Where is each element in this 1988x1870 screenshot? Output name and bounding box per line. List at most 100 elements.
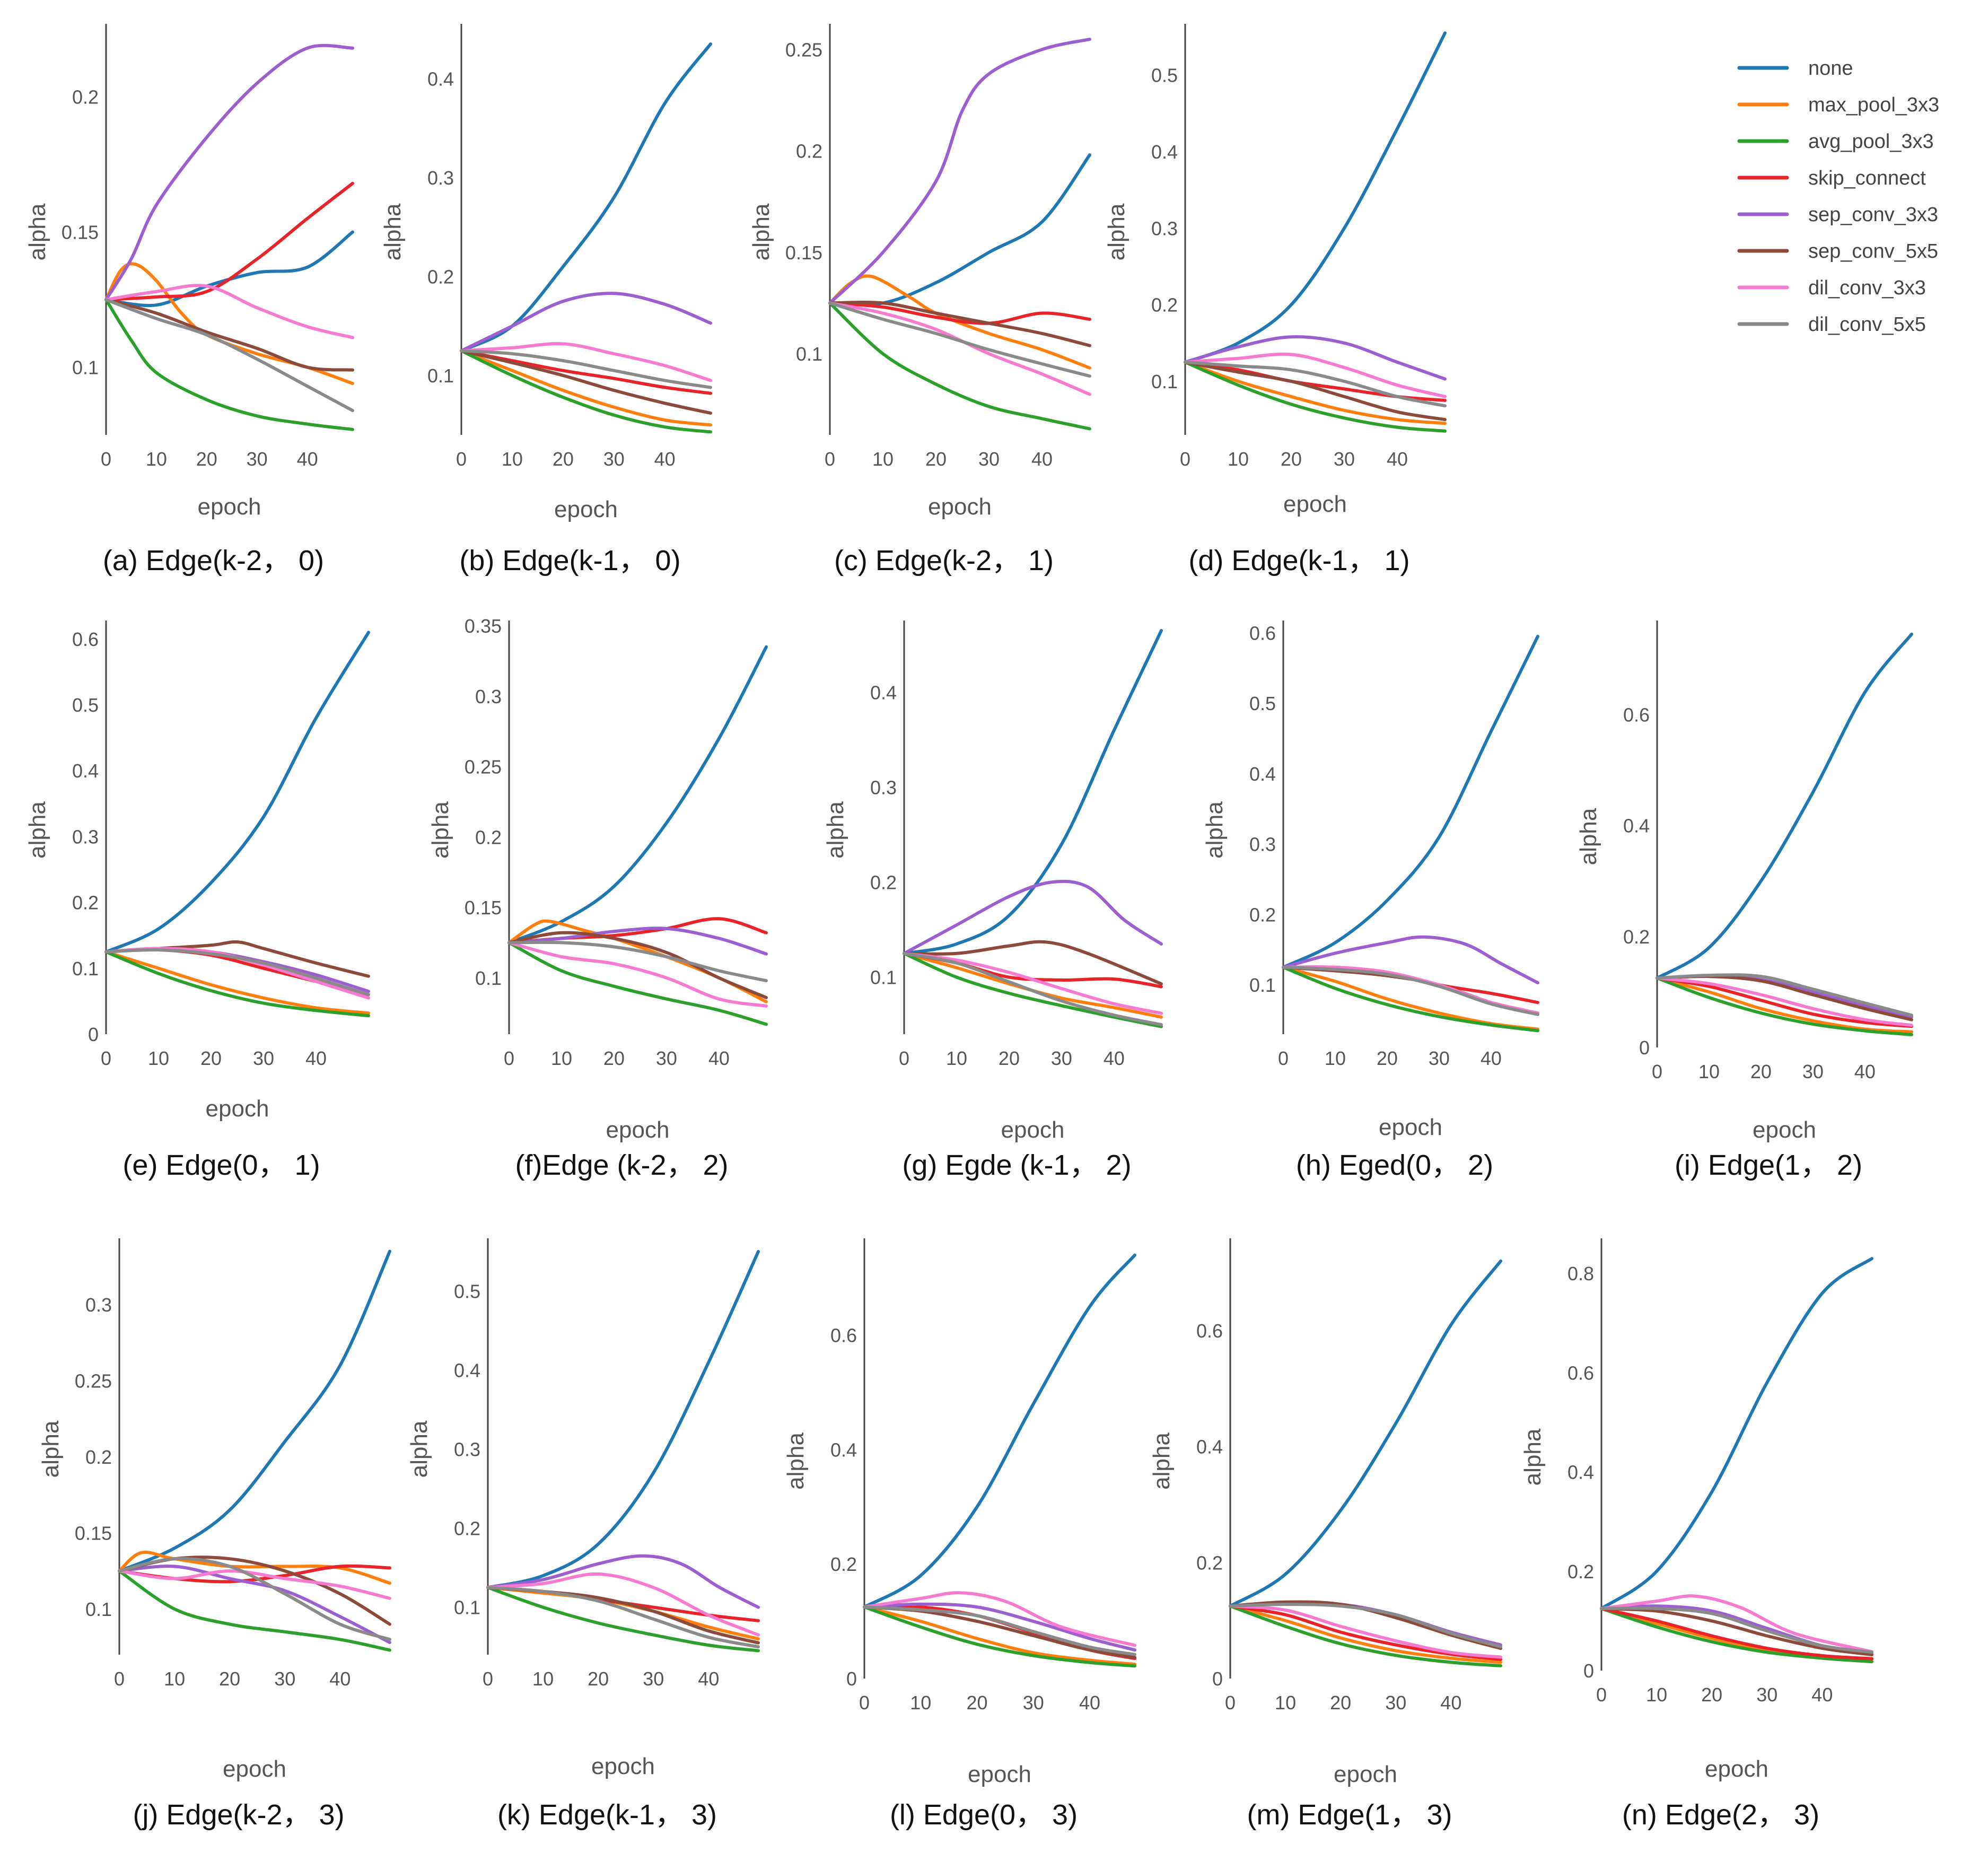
series-line-skip_connect xyxy=(1229,1604,1502,1661)
series-line-dil_conv_5x5 xyxy=(1656,973,1913,1017)
x-tick-label: 30 xyxy=(1051,1047,1072,1069)
panel-d: 0.1 0.2 0.3 0.4 0.5 0 10 20 30 40 alpha epoch (d) Ed… xyxy=(1104,24,1447,576)
y-tick-label: 0.4 xyxy=(72,760,99,782)
y-tick-label: 0.25 xyxy=(785,39,822,60)
series-line-max_pool_3x3 xyxy=(486,1586,760,1641)
y-tick-label: 0.2 xyxy=(1567,1561,1594,1583)
x-tick-label: 0 xyxy=(456,448,467,470)
x-tick-label: 0 xyxy=(101,1047,111,1069)
y-tick-label: 0.6 xyxy=(72,628,99,650)
y-tick-label: 0.2 xyxy=(427,266,454,287)
x-tick-label: 10 xyxy=(551,1047,572,1069)
legend-label-none: none xyxy=(1808,57,1853,80)
legend-label-sep_conv_3x3: sep_conv_3x3 xyxy=(1808,204,1938,226)
y-tick-label: 0.1 xyxy=(1151,371,1178,392)
series-line-sep_conv_3x3 xyxy=(460,292,712,353)
series-line-dil_conv_3x3 xyxy=(118,1569,391,1600)
x-axis-title: epoch xyxy=(1001,1117,1065,1143)
panel-k: 0.1 0.2 0.3 0.4 0.5 0 10 20 30 40 alpha epoch (k) Ed… xyxy=(406,1238,760,1831)
y-axis-title: alpha xyxy=(380,203,406,260)
series-line-none xyxy=(1184,31,1447,364)
x-axis-title: epoch xyxy=(198,494,261,520)
x-tick-label: 30 xyxy=(603,448,625,470)
y-axis-title: alpha xyxy=(822,801,848,859)
y-tick-label: 0.25 xyxy=(465,756,502,778)
y-tick-label: 0.4 xyxy=(870,681,897,703)
y-tick-label: 0.3 xyxy=(72,826,99,847)
x-tick-label: 20 xyxy=(925,448,947,470)
y-tick-label: 0 xyxy=(1583,1660,1594,1682)
legend-label-dil_conv_3x3: dil_conv_3x3 xyxy=(1808,277,1926,299)
y-axis-title: alpha xyxy=(24,801,50,859)
series-line-avg_pool_3x3 xyxy=(104,298,354,431)
x-tick-label: 30 xyxy=(253,1047,274,1069)
y-tick-label: 0.4 xyxy=(1151,141,1178,163)
series-line-none xyxy=(118,1249,391,1573)
series-line-sep_conv_5x5 xyxy=(104,298,354,372)
series-line-avg_pool_3x3 xyxy=(903,951,1163,1028)
series-line-none xyxy=(1282,634,1539,969)
panel-e: 0 0.1 0.2 0.3 0.4 0.5 0.6 0 10 20 30 40 alpha epoch (e… xyxy=(24,621,370,1181)
x-tick-label: 10 xyxy=(1325,1047,1346,1069)
y-tick-label: 0.4 xyxy=(1196,1436,1223,1458)
x-tick-label: 10 xyxy=(910,1692,931,1714)
x-tick-label: 0 xyxy=(1180,448,1190,470)
series-line-dil_conv_3x3 xyxy=(460,342,712,382)
series-line-dil_conv_5x5 xyxy=(507,940,768,983)
y-tick-label: 0.3 xyxy=(454,1439,480,1461)
x-tick-label: 0 xyxy=(1278,1047,1289,1069)
x-tick-label: 30 xyxy=(978,448,1000,470)
y-tick-label: 0.5 xyxy=(1151,65,1178,86)
series-line-avg_pool_3x3 xyxy=(486,1586,760,1653)
y-tick-label: 0.1 xyxy=(1249,974,1276,996)
y-tick-label: 0.1 xyxy=(796,343,822,365)
y-axis-title: alpha xyxy=(1575,808,1601,865)
x-tick-label: 20 xyxy=(999,1047,1020,1069)
series-line-sep_conv_5x5 xyxy=(1600,1607,1873,1656)
series-line-avg_pool_3x3 xyxy=(1656,976,1913,1036)
panel-caption: (d) Edge(k-1， 1) xyxy=(1188,545,1409,576)
x-axis-title: epoch xyxy=(968,1761,1031,1787)
series-line-dil_conv_5x5 xyxy=(863,1605,1136,1656)
y-tick-label: 0.6 xyxy=(1623,704,1650,726)
x-tick-label: 10 xyxy=(1228,448,1249,470)
x-tick-label: 20 xyxy=(553,448,574,470)
series-line-dil_conv_5x5 xyxy=(1600,1606,1873,1654)
y-tick-label: 0.3 xyxy=(85,1294,112,1316)
y-tick-label: 0.15 xyxy=(785,242,822,264)
y-tick-label: 0.15 xyxy=(465,897,502,919)
panel-caption: (j) Edge(k-2， 3) xyxy=(133,1799,344,1831)
y-tick-label: 0.2 xyxy=(454,1518,480,1540)
series-line-dil_conv_3x3 xyxy=(1600,1594,1873,1654)
series-line-max_pool_3x3 xyxy=(863,1605,1136,1666)
panel-n: 0 0.2 0.4 0.6 0.8 0 10 20 30 40 alpha epoch (n) Edge… xyxy=(1520,1238,1873,1831)
panel-caption: (g) Egde (k-1， 2) xyxy=(902,1149,1131,1181)
series-line-sep_conv_5x5 xyxy=(828,300,1091,347)
x-tick-label: 30 xyxy=(274,1668,295,1690)
y-tick-label: 0.5 xyxy=(454,1280,480,1302)
y-tick-label: 0.4 xyxy=(830,1439,857,1461)
y-tick-label: 0.1 xyxy=(72,958,99,980)
panel-caption: (h) Eged(0， 2) xyxy=(1296,1149,1493,1181)
y-tick-label: 0.6 xyxy=(1567,1362,1594,1384)
series-line-dil_conv_3x3 xyxy=(507,941,768,1008)
panel-j: 0.1 0.15 0.2 0.25 0.3 0 10 20 30 40 alpha epoch (j) … xyxy=(38,1238,391,1831)
x-tick-label: 20 xyxy=(1750,1061,1772,1082)
panel-caption: (l) Edge(0， 3) xyxy=(890,1799,1078,1831)
panel-caption: (c) Edge(k-2， 1) xyxy=(834,545,1054,576)
series-line-dil_conv_5x5 xyxy=(828,301,1091,378)
x-tick-label: 0 xyxy=(859,1692,870,1714)
series-line-none xyxy=(507,645,768,945)
series-line-max_pool_3x3 xyxy=(1229,1604,1502,1664)
series-line-none xyxy=(104,631,370,954)
x-tick-label: 20 xyxy=(603,1047,625,1069)
x-tick-label: 0 xyxy=(483,1668,493,1690)
y-tick-label: 0.6 xyxy=(1196,1320,1223,1342)
panel-caption: (e) Edge(0， 1) xyxy=(122,1149,320,1181)
x-tick-label: 20 xyxy=(1701,1684,1722,1706)
y-tick-label: 0.3 xyxy=(1249,834,1276,855)
legend-label-avg_pool_3x3: avg_pool_3x3 xyxy=(1808,130,1934,153)
y-tick-label: 0.6 xyxy=(830,1325,857,1347)
series-line-none xyxy=(903,629,1163,955)
series-line-none xyxy=(1656,632,1913,980)
